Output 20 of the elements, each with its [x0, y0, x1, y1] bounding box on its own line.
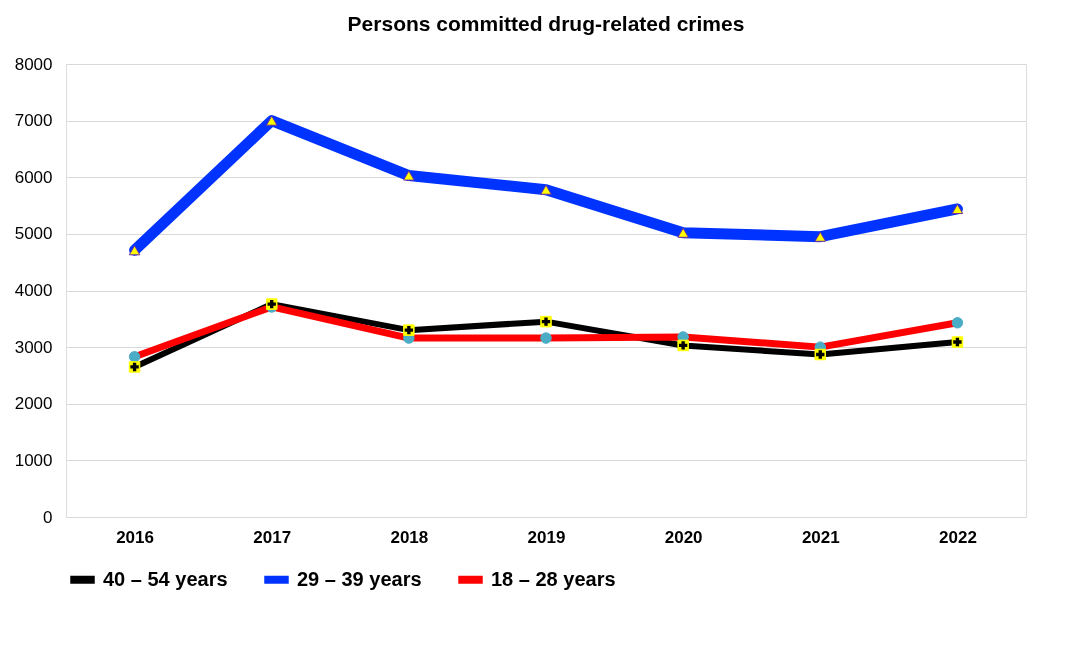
x-tick-label: 2019	[527, 527, 566, 547]
legend-label: 29 – 39 years	[297, 567, 422, 590]
y-tick-label: 2000	[14, 394, 53, 414]
legend-label: 40 – 54 years	[103, 567, 228, 590]
y-tick-label: 8000	[14, 54, 53, 74]
x-tick-label: 2022	[939, 527, 977, 547]
y-tick-label: 3000	[14, 337, 53, 357]
y-tick-label: 0	[43, 507, 53, 527]
legend-label: 18 – 28 years	[491, 567, 616, 590]
x-tick-label: 2016	[116, 527, 154, 547]
y-tick-label: 1000	[14, 450, 53, 470]
chart-title: Persons committed drug-related crimes	[347, 12, 745, 35]
y-tick-label: 6000	[14, 167, 53, 187]
x-tick-label: 2020	[664, 527, 703, 547]
y-tick-label: 5000	[14, 224, 53, 244]
x-tick-label: 2021	[801, 527, 840, 547]
y-tick-label: 7000	[14, 111, 53, 131]
x-tick-label: 2018	[390, 527, 429, 547]
y-tick-label: 4000	[14, 281, 53, 300]
x-tick-label: 2017	[253, 527, 292, 547]
